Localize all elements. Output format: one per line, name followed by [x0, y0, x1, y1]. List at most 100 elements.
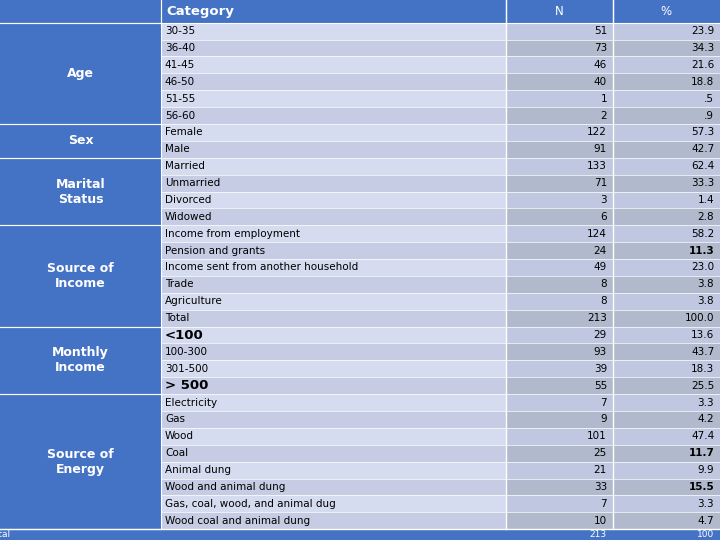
Bar [161, 478, 506, 495]
Text: 29: 29 [594, 330, 607, 340]
Text: Gas: Gas [165, 415, 185, 424]
Text: Animal dung: Animal dung [165, 465, 231, 475]
Bar [613, 411, 720, 428]
Text: 3.8: 3.8 [698, 279, 714, 289]
Bar [506, 377, 613, 394]
Text: Category: Category [166, 5, 234, 18]
Bar [506, 208, 613, 225]
Bar [506, 124, 613, 141]
Text: 1: 1 [600, 93, 607, 104]
Bar [613, 39, 720, 57]
Text: Male: Male [165, 144, 189, 154]
Text: Widowed: Widowed [165, 212, 212, 222]
Text: 3: 3 [600, 195, 607, 205]
Text: 8: 8 [600, 296, 607, 306]
Bar [161, 394, 506, 411]
Bar [506, 57, 613, 73]
Bar [613, 343, 720, 360]
Text: Sex: Sex [68, 134, 94, 147]
Bar [506, 141, 613, 158]
Bar [613, 259, 720, 276]
Bar [613, 174, 720, 192]
Bar [613, 23, 720, 39]
Text: .9: .9 [704, 111, 714, 120]
Text: 100: 100 [697, 530, 714, 539]
Text: Unmarried: Unmarried [165, 178, 220, 188]
Bar [0, 327, 161, 394]
Bar [0, 225, 161, 327]
Text: 9: 9 [600, 415, 607, 424]
Bar [613, 124, 720, 141]
Bar [161, 124, 506, 141]
Text: 49: 49 [594, 262, 607, 273]
Text: Trade: Trade [165, 279, 194, 289]
Text: Source of
Income: Source of Income [48, 262, 114, 290]
Bar [506, 327, 613, 343]
Bar [613, 208, 720, 225]
Bar [161, 377, 506, 394]
Text: 133: 133 [587, 161, 607, 171]
Text: 13.6: 13.6 [691, 330, 714, 340]
Text: 10: 10 [594, 516, 607, 526]
Text: 21: 21 [594, 465, 607, 475]
Text: Income sent from another household: Income sent from another household [165, 262, 358, 273]
Bar [161, 445, 506, 462]
Bar [161, 343, 506, 360]
Text: Coal: Coal [165, 448, 188, 458]
Bar [161, 39, 506, 57]
Bar [506, 225, 613, 242]
Bar [0, 124, 161, 158]
Text: 51: 51 [594, 26, 607, 36]
Text: 51-55: 51-55 [165, 93, 195, 104]
Bar [161, 158, 506, 174]
Text: 101: 101 [588, 431, 607, 441]
Text: 30-35: 30-35 [165, 26, 195, 36]
Bar [613, 360, 720, 377]
Text: 55: 55 [594, 381, 607, 390]
Text: 6: 6 [600, 212, 607, 222]
Bar [506, 192, 613, 208]
Bar [506, 462, 613, 478]
Text: 33: 33 [594, 482, 607, 492]
Text: 40: 40 [594, 77, 607, 87]
Bar [506, 0, 613, 23]
Text: .5: .5 [704, 93, 714, 104]
Text: 18.8: 18.8 [691, 77, 714, 87]
Bar [161, 428, 506, 445]
Bar [161, 23, 506, 39]
Bar [161, 73, 506, 90]
Text: Gas, coal, wood, and animal dug: Gas, coal, wood, and animal dug [165, 499, 336, 509]
Bar [506, 174, 613, 192]
Bar [613, 445, 720, 462]
Text: Wood: Wood [165, 431, 194, 441]
Bar [506, 242, 613, 259]
Bar [506, 73, 613, 90]
Text: 9.9: 9.9 [698, 465, 714, 475]
Bar [613, 428, 720, 445]
Text: 7: 7 [600, 499, 607, 509]
Text: Female: Female [165, 127, 202, 137]
Text: 2: 2 [600, 111, 607, 120]
Text: 91: 91 [594, 144, 607, 154]
Text: 4.2: 4.2 [698, 415, 714, 424]
Bar [161, 208, 506, 225]
Text: Married: Married [165, 161, 204, 171]
Text: 3.3: 3.3 [698, 499, 714, 509]
Bar [506, 90, 613, 107]
Bar [161, 141, 506, 158]
Text: 58.2: 58.2 [691, 229, 714, 239]
Bar [161, 259, 506, 276]
Text: 7: 7 [600, 397, 607, 408]
Bar [161, 495, 506, 512]
Bar [161, 90, 506, 107]
Text: 46-50: 46-50 [165, 77, 195, 87]
Bar [161, 411, 506, 428]
Text: 57.3: 57.3 [691, 127, 714, 137]
Bar [613, 73, 720, 90]
Bar [0, 529, 720, 540]
Text: Monthly
Income: Monthly Income [53, 346, 109, 374]
Text: 47.4: 47.4 [691, 431, 714, 441]
Bar [506, 39, 613, 57]
Text: 21.6: 21.6 [691, 60, 714, 70]
Bar [613, 90, 720, 107]
